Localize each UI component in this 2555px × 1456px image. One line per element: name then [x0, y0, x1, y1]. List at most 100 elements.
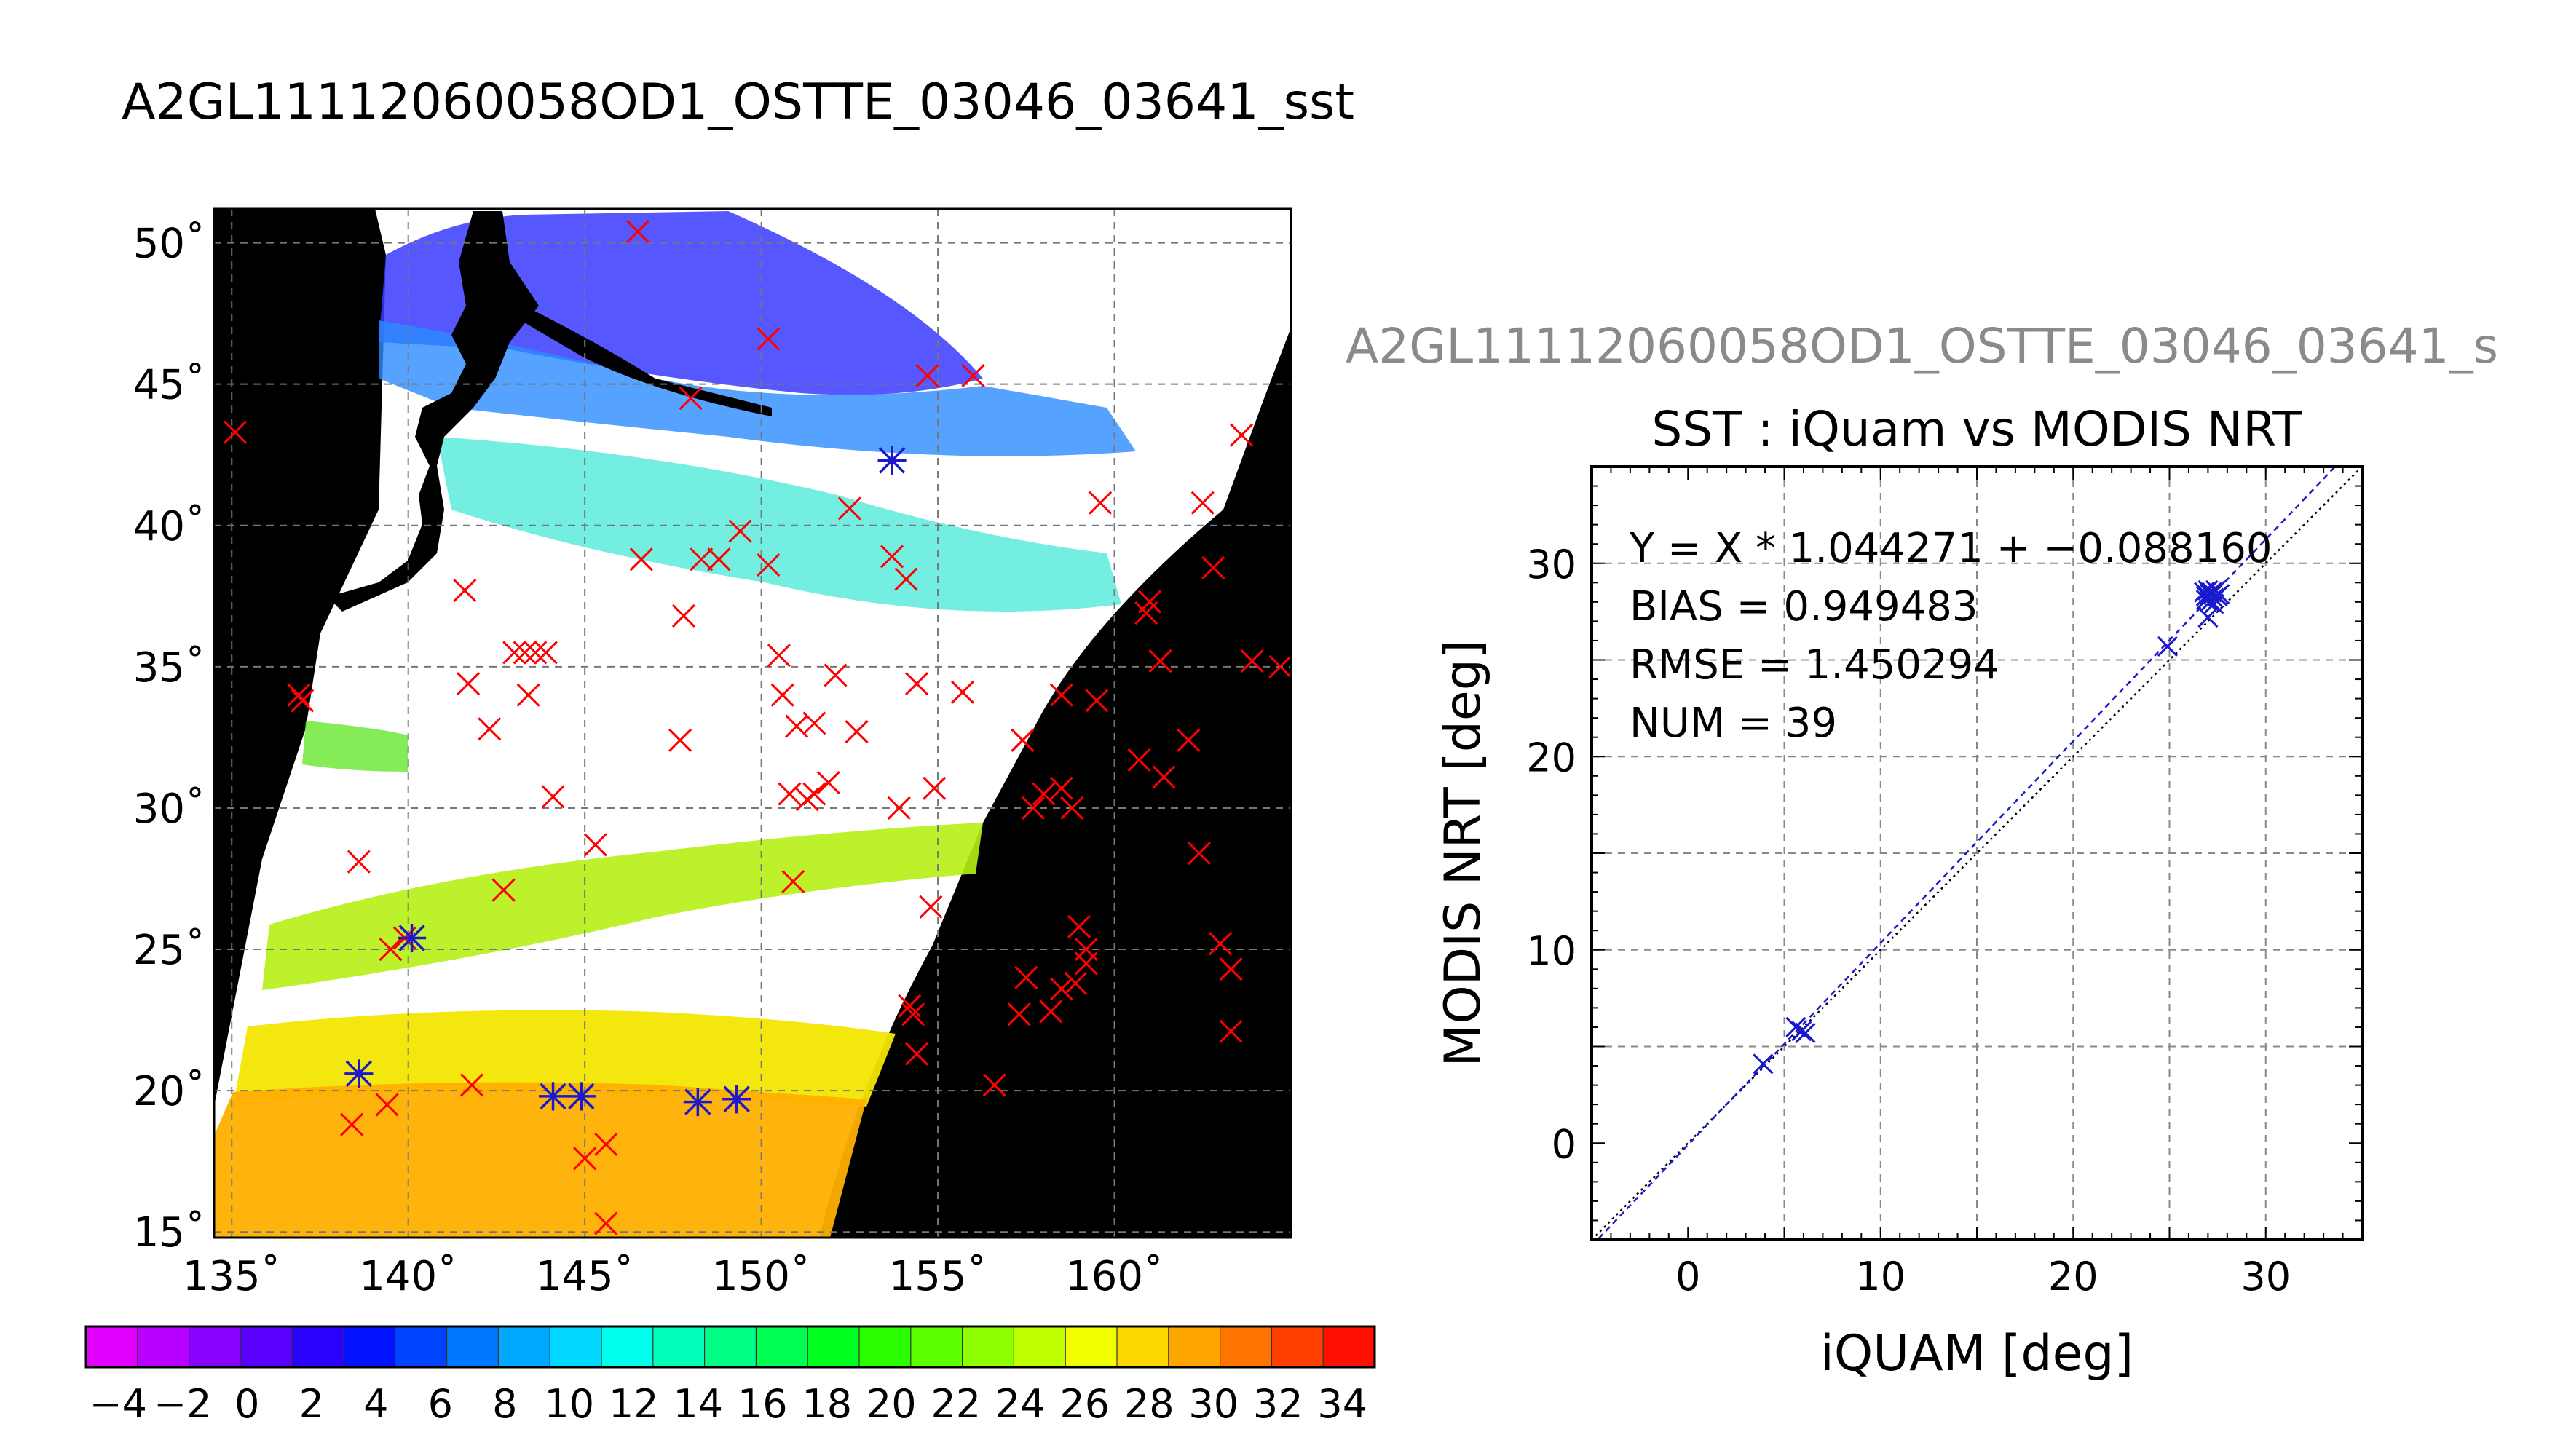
map-lon-tick-label: 135˚	[183, 1253, 281, 1300]
scatter-x-tick-label: 30	[2240, 1254, 2291, 1299]
scatter-panel: 0 10 20 30 0 10 20 30 Y = X * 1.044271 + −0.088…	[1526, 465, 2364, 1299]
map-lat-tick-label: 25˚	[133, 927, 205, 974]
map-buoy-marker	[459, 1073, 484, 1097]
scatter-lines	[1592, 467, 2362, 1240]
map-buoy-marker	[375, 1093, 399, 1117]
map-buoy-marker	[1074, 951, 1098, 976]
scatter-stats: Y = X * 1.044271 + −0.088160 BIAS = 0.949…	[1629, 525, 2272, 747]
colorbar-tick-label: 2	[299, 1381, 324, 1427]
map-buoy-marker	[1137, 590, 1162, 614]
map-matchup-marker	[722, 1085, 751, 1114]
colorbar-tick-label: 16	[738, 1381, 788, 1427]
map-buoy-marker	[347, 850, 371, 874]
scatter-y-axis-label: MODIS NRT [deg]	[1434, 640, 1492, 1067]
map-buoy-marker	[1049, 776, 1073, 800]
map-buoy-marker	[1049, 683, 1073, 707]
map-buoy-marker	[901, 1002, 925, 1026]
scatter-point	[1795, 1022, 1816, 1043]
map-buoy-marker	[1219, 957, 1243, 981]
map-matchup-marker	[538, 1082, 568, 1111]
map-buoy-marker	[629, 547, 653, 571]
map-buoy-marker	[625, 219, 649, 244]
land-japan	[328, 211, 539, 612]
map-buoy-marker	[1127, 748, 1151, 772]
colorbar-tick-label: 6	[428, 1381, 453, 1427]
colorbar-segment	[652, 1326, 706, 1367]
colorbar-segment	[1014, 1326, 1066, 1367]
colorbar-tick-label: 8	[492, 1381, 517, 1427]
scatter-point	[1785, 1016, 1806, 1038]
scatter-title: SST : iQuam vs MODIS NRT	[1651, 401, 2302, 457]
colorbar-tick-label: 18	[802, 1381, 852, 1427]
figure-title: A2GL11112060058OD1_OSTTE_03046_03641_sst	[122, 74, 1354, 131]
colorbar-tick-label: 34	[1317, 1381, 1367, 1427]
colorbar-segment	[550, 1326, 602, 1367]
scatter-point	[2209, 584, 2230, 605]
map-buoy-marker	[919, 895, 943, 919]
map-buoy-marker	[1187, 842, 1211, 866]
map-buoy-marker	[679, 387, 703, 411]
colorbar-tick-label: 0	[234, 1381, 259, 1427]
sst-band-mid	[437, 437, 1121, 612]
scatter-markers	[1753, 579, 2230, 1075]
colorbar-tick-label: 4	[363, 1381, 388, 1427]
map-lat-tick-label: 20˚	[133, 1068, 205, 1115]
map-buoy-marker	[824, 663, 848, 687]
scatter-stat-line: Y = X * 1.044271 + −0.088160	[1629, 525, 2272, 572]
colorbar-tick-label: 20	[866, 1381, 917, 1427]
map-buoy-marker	[513, 641, 537, 665]
scatter-x-tick-label: 10	[1855, 1254, 1906, 1299]
map-buoy-marker	[1177, 728, 1201, 752]
colorbar-tick-label: 32	[1253, 1381, 1303, 1427]
colorbar-segment	[1117, 1326, 1169, 1367]
map-buoy-marker	[778, 782, 802, 806]
colorbar-segment	[498, 1326, 550, 1367]
map-buoy-marker	[781, 869, 805, 893]
scatter-y-tick-label: 20	[1526, 735, 1576, 780]
scatter-tick-labels: 0 10 20 30 0 10 20 30	[1526, 542, 2291, 1299]
map-buoy-marker	[594, 1132, 618, 1156]
scatter-y-tick-label: 30	[1526, 542, 1576, 587]
map-buoy-marker	[845, 720, 869, 744]
map-buoy-marker	[1064, 971, 1088, 995]
map-buoy-marker	[379, 937, 403, 962]
colorbar-frame	[84, 1325, 1376, 1369]
map-buoy-marker	[837, 496, 861, 521]
sst-map-panel: 135˚ 140˚ 145˚ 150˚ 155˚ 160˚ 15˚ 20˚ 25˚ 30˚ 35˚ 4…	[133, 207, 1292, 1300]
colorbar-tick-label: −2	[154, 1381, 212, 1427]
map-buoy-marker	[594, 1211, 618, 1235]
map-buoy-marker	[1060, 796, 1084, 820]
scatter-file-label: A2GL11112060058OD1_OSTTE_03046_03641_s	[1346, 318, 2498, 374]
map-buoy-marker	[880, 545, 904, 569]
map-buoy-marker	[1021, 796, 1046, 820]
colorbar-segment	[240, 1326, 293, 1367]
map-buoy-marker	[1152, 765, 1176, 789]
scatter-y-tick-label: 10	[1526, 928, 1576, 974]
land-kuril	[521, 306, 772, 416]
map-lon-tick-label: 150˚	[712, 1253, 810, 1300]
colorbar-segment	[86, 1326, 138, 1367]
map-buoy-marker	[453, 578, 477, 603]
map-lat-tick-label: 15˚	[133, 1209, 205, 1257]
map-buoy-marker	[690, 547, 714, 571]
sst-band-orange	[214, 1082, 866, 1238]
map-buoy-marker	[491, 878, 516, 902]
map-buoy-marker	[1089, 491, 1113, 515]
scatter-point	[2199, 591, 2221, 612]
map-buoy-marker	[1190, 491, 1215, 515]
map-buoy-marker	[1085, 689, 1109, 713]
map-buoy-marker	[887, 796, 911, 820]
map-buoy-marker	[1148, 649, 1172, 673]
map-buoy-marker	[1230, 423, 1254, 447]
scatter-y-tick-label: 0	[1552, 1121, 1576, 1167]
map-buoy-marker	[1049, 977, 1073, 1001]
map-matchup-marker	[566, 1082, 596, 1111]
map-lat-tick-label: 50˚	[133, 221, 205, 268]
scatter-stat-line: NUM = 39	[1630, 700, 1837, 747]
map-buoy-marker	[904, 1042, 929, 1066]
map-buoy-marker	[1014, 965, 1038, 989]
map-buoy-marker	[923, 776, 947, 800]
colorbar-segment	[859, 1326, 912, 1367]
colorbar-segment	[395, 1326, 448, 1367]
colorbar-segment	[292, 1326, 344, 1367]
